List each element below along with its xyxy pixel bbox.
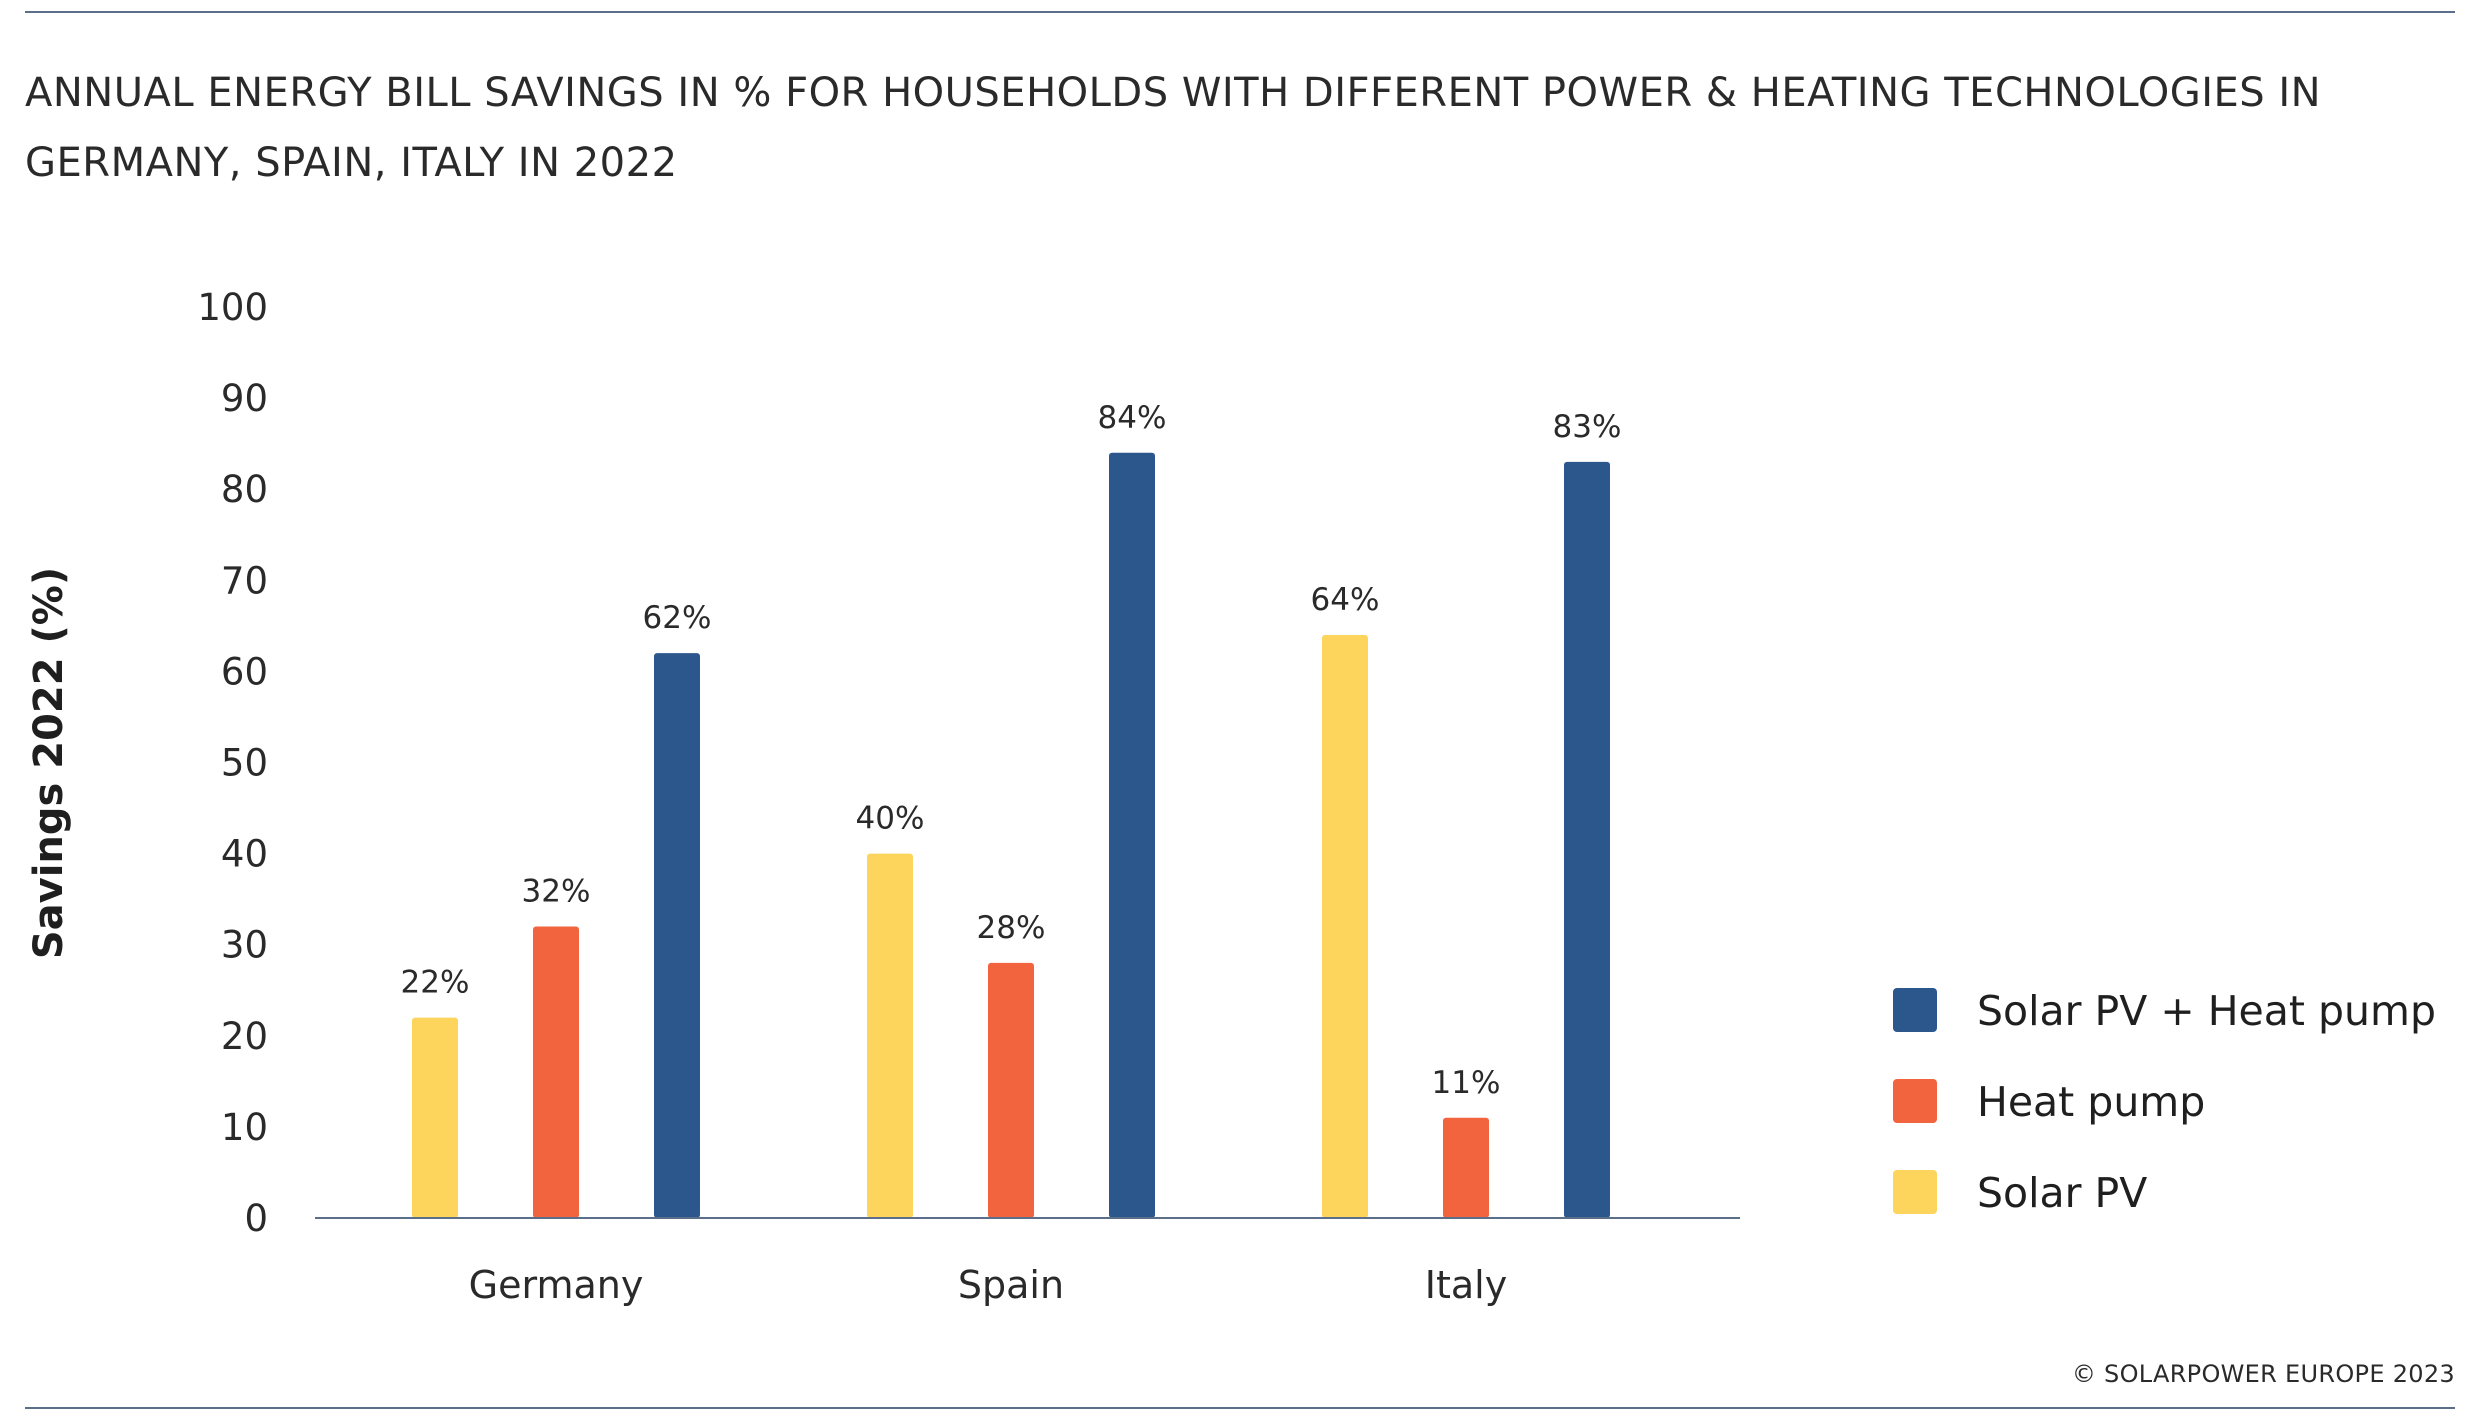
- y-tick-label: 0: [244, 1197, 268, 1240]
- data-label: 40%: [856, 801, 925, 837]
- bar-heat-pump-germany: [533, 926, 579, 1218]
- legend-swatch-solar-pv-heat-pump: [1893, 988, 1937, 1032]
- data-label: 22%: [401, 965, 470, 1001]
- legend-swatch-solar-pv: [1893, 1170, 1937, 1214]
- bar-solar-pv-spain: [867, 853, 913, 1218]
- y-tick-label: 20: [221, 1015, 268, 1058]
- category-label-germany: Germany: [469, 1263, 644, 1307]
- data-label: 11%: [1432, 1065, 1501, 1101]
- y-axis-label: Savings 2022 (%): [26, 567, 72, 959]
- legend-label: Solar PV: [1977, 1169, 2147, 1217]
- legend-swatch-heat-pump: [1893, 1079, 1937, 1123]
- y-tick-label: 70: [221, 559, 268, 602]
- bottom-rule: [25, 1407, 2455, 1409]
- bar-heat-pump-italy: [1443, 1117, 1489, 1218]
- y-axis-ticks: 0 10 20 30 40 50 60 70 80 90 100: [197, 286, 268, 1240]
- data-label: 32%: [522, 873, 591, 909]
- data-label: 83%: [1553, 409, 1622, 445]
- bar-solar-pv-germany: [412, 1017, 458, 1218]
- data-labels: 22% 40% 64% 32% 28% 11% 62% 84% 83%: [401, 400, 1622, 1101]
- y-tick-label: 80: [221, 468, 268, 511]
- chart-title: ANNUAL ENERGY BILL SAVINGS IN % FOR HOUS…: [25, 70, 2322, 186]
- legend: Solar PV + Heat pump Heat pump Solar PV: [1893, 987, 2436, 1217]
- category-label-spain: Spain: [958, 1263, 1064, 1307]
- bar-solar-pv-heat-pump-spain: [1109, 452, 1155, 1218]
- y-tick-label: 90: [221, 377, 268, 420]
- bars: [412, 452, 1610, 1218]
- category-label-italy: Italy: [1425, 1263, 1507, 1307]
- data-label: 84%: [1098, 400, 1167, 436]
- bar-solar-pv-italy: [1322, 634, 1368, 1218]
- top-rule: [25, 11, 2455, 13]
- bar-solar-pv-heat-pump-germany: [654, 653, 700, 1218]
- data-label: 28%: [977, 910, 1046, 946]
- y-tick-label: 30: [221, 924, 268, 967]
- y-tick-label: 60: [221, 650, 268, 693]
- y-tick-label: 100: [197, 286, 268, 329]
- y-tick-label: 40: [221, 833, 268, 876]
- data-label: 64%: [1311, 582, 1380, 618]
- legend-label: Heat pump: [1977, 1078, 2205, 1126]
- legend-label: Solar PV + Heat pump: [1977, 987, 2436, 1035]
- y-tick-label: 50: [221, 742, 268, 785]
- category-labels: Germany Spain Italy: [469, 1263, 1508, 1307]
- bar-heat-pump-spain: [988, 962, 1034, 1218]
- copyright-note: © SOLARPOWER EUROPE 2023: [2071, 1360, 2455, 1388]
- y-tick-label: 10: [221, 1106, 268, 1149]
- bar-solar-pv-heat-pump-italy: [1564, 461, 1610, 1218]
- data-label: 62%: [643, 600, 712, 636]
